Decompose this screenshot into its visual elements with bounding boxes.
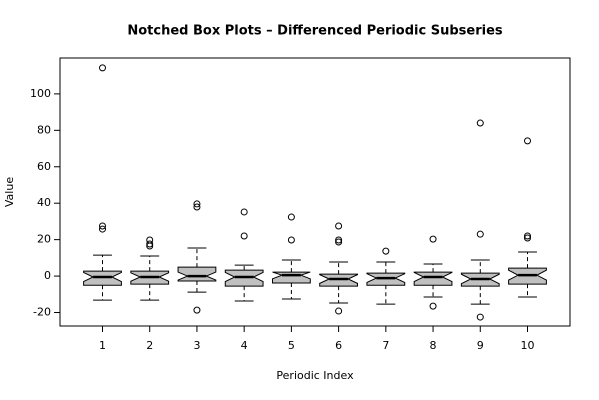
box: [177, 266, 217, 282]
x-axis-label: Periodic Index: [276, 369, 354, 382]
outlier: [146, 242, 154, 250]
x-tick-label: 3: [193, 339, 200, 352]
outlier: [429, 302, 437, 310]
outlier: [335, 236, 343, 244]
outlier: [476, 313, 484, 321]
outlier: [335, 222, 343, 230]
outlier: [429, 235, 437, 243]
box: [413, 271, 453, 286]
plot-frame: [59, 57, 571, 327]
x-tick-label: 7: [382, 339, 389, 352]
outlier: [524, 232, 531, 240]
outlier: [193, 306, 201, 314]
y-tick-label: -20: [33, 306, 51, 319]
y-axis-label: Value: [3, 177, 16, 207]
y-tick-label: 100: [30, 87, 51, 100]
box: [272, 271, 311, 284]
x-tick-label: 4: [241, 339, 248, 352]
outlier: [240, 232, 248, 240]
outlier: [382, 247, 390, 255]
x-tick-label: 6: [335, 339, 342, 352]
outlier: [99, 222, 106, 230]
y-tick-label: 20: [37, 233, 51, 246]
x-tick-label: 1: [99, 339, 106, 352]
outlier: [193, 200, 201, 208]
outlier: [193, 203, 201, 211]
outlier: [146, 240, 154, 248]
outlier: [99, 64, 106, 72]
outlier: [335, 238, 343, 246]
x-tick-label: 5: [288, 339, 295, 352]
outlier: [335, 307, 343, 315]
outlier: [476, 230, 484, 238]
x-tick-label: 2: [146, 339, 153, 352]
x-tick-label: 10: [521, 339, 535, 352]
outlier: [99, 225, 106, 233]
y-tick-label: 80: [37, 123, 51, 136]
outlier: [476, 119, 484, 127]
outlier: [287, 236, 295, 244]
outlier: [287, 213, 295, 221]
y-tick-label: 60: [37, 160, 51, 173]
chart-title: Notched Box Plots – Differenced Periodic…: [127, 24, 503, 39]
outlier: [524, 234, 531, 242]
x-tick-label: 9: [477, 339, 484, 352]
outlier: [240, 208, 248, 216]
x-tick-label: 8: [430, 339, 437, 352]
y-tick-label: 0: [44, 269, 51, 282]
y-tick-label: 40: [37, 196, 51, 209]
outlier: [524, 137, 531, 145]
